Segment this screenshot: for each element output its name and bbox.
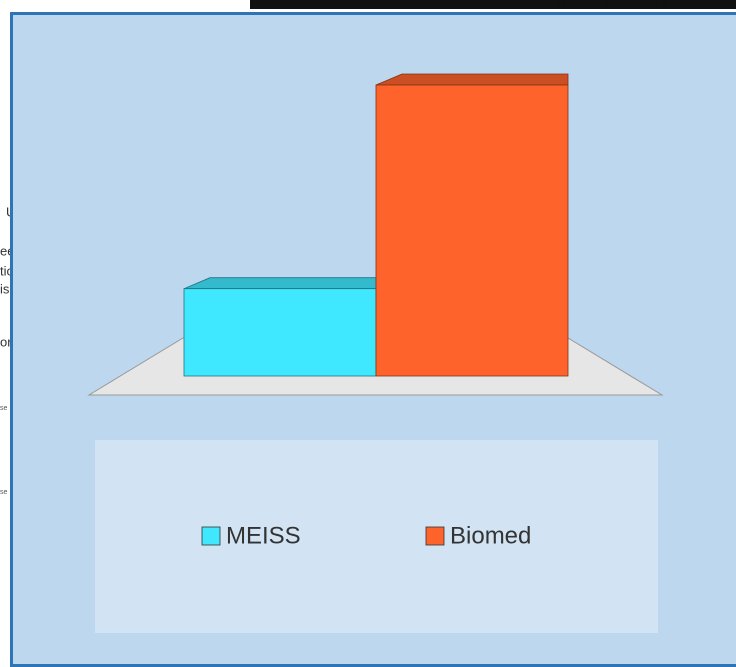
background-fragment: se xyxy=(0,405,8,412)
background-heading: Documentation xyxy=(505,0,666,14)
background-header-bar xyxy=(250,0,736,9)
legend: MEISS Biomed xyxy=(201,522,531,549)
legend-label: MEISS xyxy=(226,522,301,549)
legend-label: Biomed xyxy=(450,522,531,549)
bars xyxy=(183,73,569,377)
background-fragment: se xyxy=(0,489,8,496)
legend-swatch xyxy=(425,526,445,546)
background-fragment: or xyxy=(0,334,12,349)
bar xyxy=(375,84,569,377)
bar-top xyxy=(183,277,377,290)
bar xyxy=(183,288,377,377)
bar-top xyxy=(375,73,569,86)
legend-swatch xyxy=(201,526,221,546)
legend-box xyxy=(95,440,658,633)
